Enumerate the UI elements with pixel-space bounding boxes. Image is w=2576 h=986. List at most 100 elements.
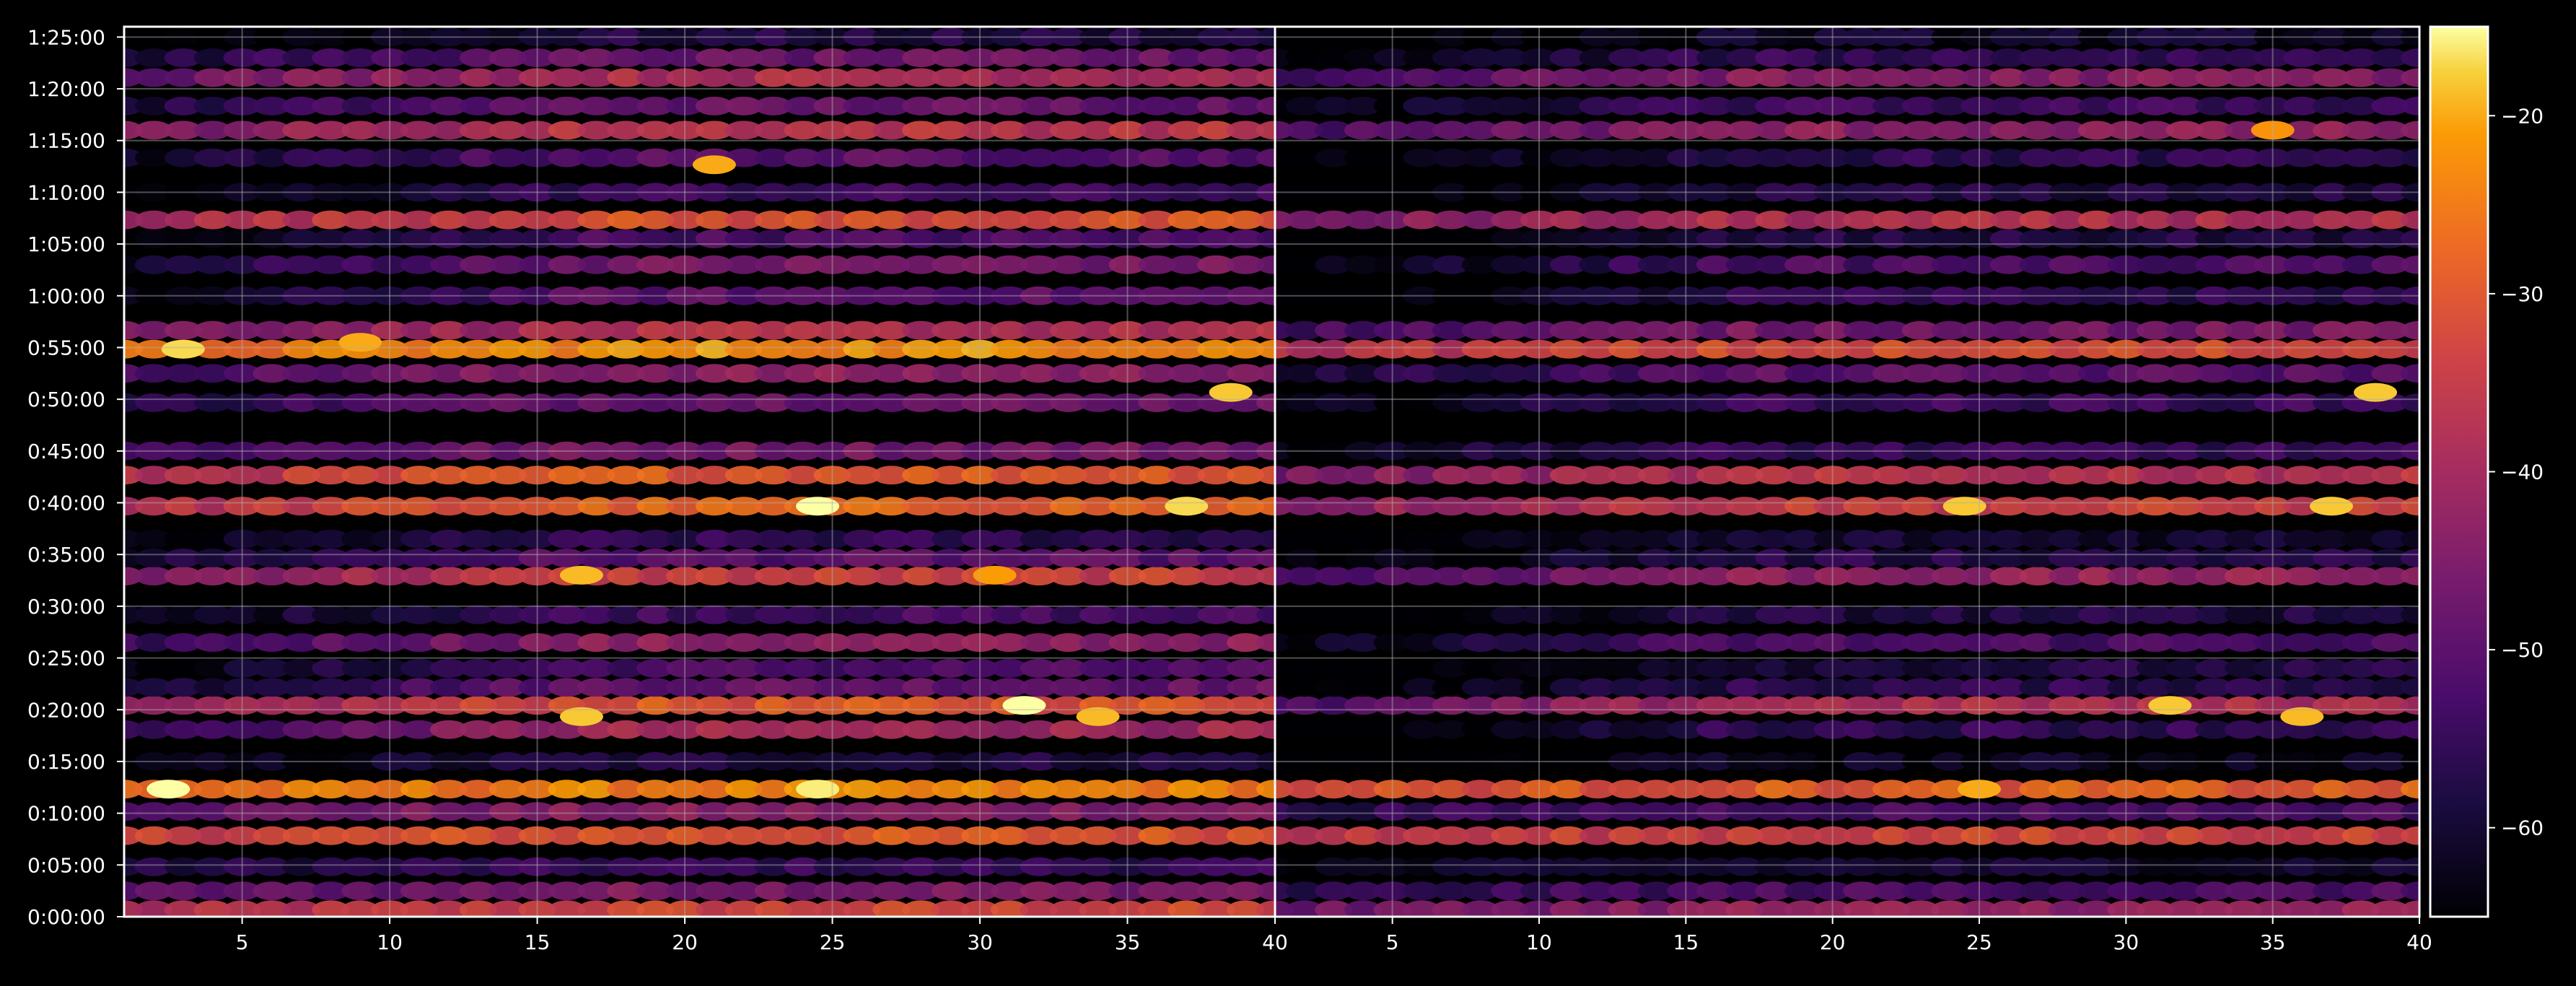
- heatmap-cell: [518, 881, 556, 901]
- heatmap-cell: [429, 678, 468, 697]
- heatmap-cell: [1872, 881, 1910, 901]
- heatmap-cell: [695, 364, 733, 383]
- heatmap-cell: [1755, 183, 1793, 202]
- heatmap-cell: [1256, 881, 1275, 901]
- heatmap-cell: [1520, 441, 1558, 461]
- heatmap-cell: [1461, 393, 1499, 412]
- heatmap-cell: [282, 210, 320, 230]
- heatmap-cell: [1167, 148, 1206, 167]
- heatmap-cell: [1961, 339, 1998, 359]
- heatmap-cell: [990, 364, 1028, 383]
- heatmap-cell: [577, 339, 615, 359]
- heatmap-cell: [872, 441, 911, 461]
- heatmap-cell: [1608, 148, 1646, 167]
- heatmap-cell: [2371, 96, 2409, 115]
- heatmap-cell: [724, 229, 763, 248]
- heatmap-cell: [371, 148, 409, 167]
- heatmap-cell: [902, 183, 940, 202]
- heatmap-cell: [1637, 633, 1675, 653]
- heatmap-cell: [223, 121, 261, 140]
- heatmap-cell: [1872, 68, 1910, 87]
- heatmap-cell: [577, 27, 615, 47]
- heatmap-cell: [1667, 27, 1705, 47]
- heatmap-cell: [1315, 210, 1353, 230]
- heatmap-cell: [872, 364, 911, 383]
- heatmap-cell: [2401, 549, 2419, 567]
- heatmap-cell: [1579, 286, 1617, 305]
- heatmap-cell: [1461, 497, 1499, 516]
- heatmap-cell: [1344, 881, 1382, 901]
- heatmap-cell: [548, 339, 586, 359]
- heatmap-cell: [400, 393, 438, 412]
- heatmap-cell: [2283, 751, 2321, 771]
- heatmap-cell: [1549, 881, 1587, 901]
- heatmap-cell: [1637, 900, 1675, 917]
- heatmap-cell: [2225, 529, 2262, 549]
- heatmap-cell: [2371, 751, 2409, 771]
- heatmap-cell: [813, 286, 851, 305]
- heatmap-cell: [1696, 148, 1734, 167]
- heatmap-cell: [518, 900, 556, 917]
- heatmap-cell: [577, 466, 615, 485]
- heatmap-cell: [1432, 183, 1470, 202]
- heatmap-cell: [2371, 529, 2409, 549]
- heatmap-cell: [695, 466, 733, 485]
- heatmap-cell: [2253, 605, 2292, 624]
- heatmap-cell: [1197, 48, 1235, 67]
- heatmap-cell: [1138, 393, 1176, 412]
- heatmap-cell: [666, 900, 704, 917]
- heatmap-cell: [1784, 751, 1822, 771]
- heatmap-cell: [1256, 96, 1275, 115]
- heatmap-cell: [666, 678, 704, 697]
- heatmap-cell: [2077, 900, 2116, 917]
- heatmap-cell: [2313, 364, 2350, 383]
- heatmap-cell: [1755, 286, 1793, 305]
- heatmap-cell: [1167, 286, 1206, 305]
- heatmap-cell: [1667, 466, 1705, 485]
- heatmap-cell: [1520, 121, 1558, 140]
- heatmap-cell: [1079, 229, 1117, 248]
- heatmap-cell: [1784, 633, 1822, 653]
- heatmap-cell: [1049, 857, 1087, 876]
- heatmap-cell: [1549, 364, 1587, 383]
- heatmap-cell: [341, 780, 380, 799]
- heatmap-cell: [1020, 529, 1058, 549]
- heatmap-cell: [1461, 286, 1499, 305]
- heatmap-cell: [1491, 751, 1529, 771]
- heatmap-cell: [548, 881, 586, 901]
- heatmap-cell: [2019, 320, 2057, 340]
- heatmap-cell: [1491, 549, 1529, 567]
- heatmap-cell: [1020, 96, 1058, 115]
- heatmap-cell: [223, 720, 261, 739]
- heatmap-cell: [754, 339, 792, 359]
- heatmap-cell: [2401, 900, 2419, 917]
- heatmap-cell: [223, 339, 261, 359]
- heatmap-cell: [1667, 633, 1705, 653]
- heatmap-cell: [1784, 802, 1822, 821]
- heatmap-cell: [1725, 881, 1764, 901]
- heatmap-cell: [2225, 549, 2262, 567]
- heatmap-cell: [1696, 696, 1734, 715]
- heatmap-cell: [843, 286, 881, 305]
- heatmap-cell: [1197, 96, 1235, 115]
- heatmap-cell: [1637, 229, 1675, 248]
- heatmap-cell: [2019, 48, 2057, 67]
- heatmap-cell: [2253, 393, 2292, 412]
- heatmap-cell: [489, 27, 527, 47]
- heatmap-cell: [2165, 393, 2204, 412]
- heatmap-cell: [1931, 68, 1969, 87]
- heatmap-cell: [2137, 678, 2174, 697]
- heatmap-cell: [193, 751, 232, 771]
- heatmap-cell: [2137, 229, 2174, 248]
- heatmap-cell: [1020, 68, 1058, 87]
- heatmap-cell: [429, 696, 468, 715]
- heatmap-cell: [607, 68, 645, 87]
- heatmap-cell: [253, 633, 291, 653]
- heatmap-cell: [1901, 696, 1940, 715]
- heatmap-cell: [932, 549, 970, 567]
- heatmap-cell: [784, 678, 822, 697]
- heatmap-cell: [2401, 96, 2419, 115]
- heatmap-cell: [2313, 900, 2350, 917]
- heatmap-cell: [1315, 826, 1353, 845]
- heatmap-cell: [1637, 529, 1675, 549]
